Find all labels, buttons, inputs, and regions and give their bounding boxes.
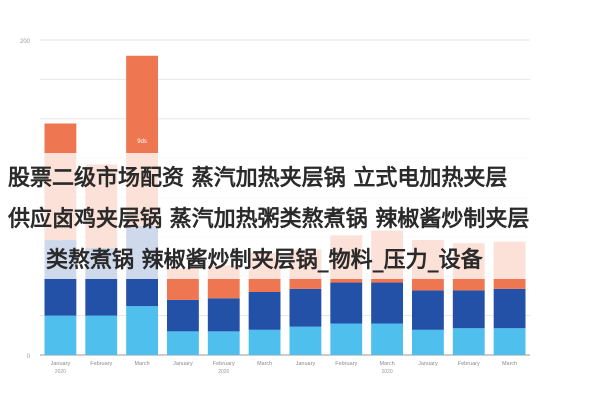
title-line-2: 供应卤鸡夹层锅 蒸汽加热粥类熬煮锅 辣椒酱炒制夹层 (8, 207, 530, 232)
x-tick-label: March (379, 361, 394, 367)
x-tick-label: February (458, 361, 480, 367)
group-label: 2020 (55, 369, 66, 375)
bar-segment (289, 288, 322, 327)
bar-segment (248, 292, 281, 330)
bar-segment (207, 298, 240, 332)
bar-segment (452, 290, 485, 329)
x-tick-label: February (213, 361, 235, 367)
bar-segment (248, 329, 281, 355)
y-tick-label: 0 (27, 354, 31, 360)
x-tick-label: March (257, 361, 272, 367)
bar-segment (126, 306, 159, 355)
x-tick-label: March (502, 361, 517, 367)
bar-segment (330, 282, 363, 324)
bar-segment (44, 315, 77, 355)
title-line-1: 股票二级市场配资 蒸汽加热夹层锅 立式电加热夹层 (8, 166, 508, 191)
title-overlay (0, 153, 600, 279)
bar-segment (166, 331, 199, 355)
x-tick-label: February (90, 361, 112, 367)
x-tick-label: January (51, 361, 71, 367)
bar-segment (330, 323, 363, 355)
group-label: 2020 (382, 369, 393, 375)
x-tick-label: March (134, 361, 149, 367)
title-line-3: 类熬煮锅 辣椒酱炒制夹层锅_物料_压力_设备 (46, 248, 483, 273)
bar-segment (207, 331, 240, 355)
bar-segment (411, 290, 444, 330)
bar-segment (371, 323, 404, 355)
bar-segment (493, 288, 526, 329)
bar-segment (452, 328, 485, 355)
data-label: 9ds (137, 139, 147, 145)
y-tick-label: 200 (20, 39, 31, 45)
bar-segment (85, 315, 118, 355)
x-tick-label: January (296, 361, 316, 367)
x-tick-label: January (173, 361, 193, 367)
bar-segment (493, 328, 526, 355)
bar-segment (411, 329, 444, 355)
bar-segment (371, 282, 404, 324)
bar-segment (289, 326, 322, 355)
x-tick-label: January (418, 361, 438, 367)
bar-segment (166, 299, 199, 332)
x-tick-label: February (335, 361, 357, 367)
group-label: 2020 (218, 369, 229, 375)
